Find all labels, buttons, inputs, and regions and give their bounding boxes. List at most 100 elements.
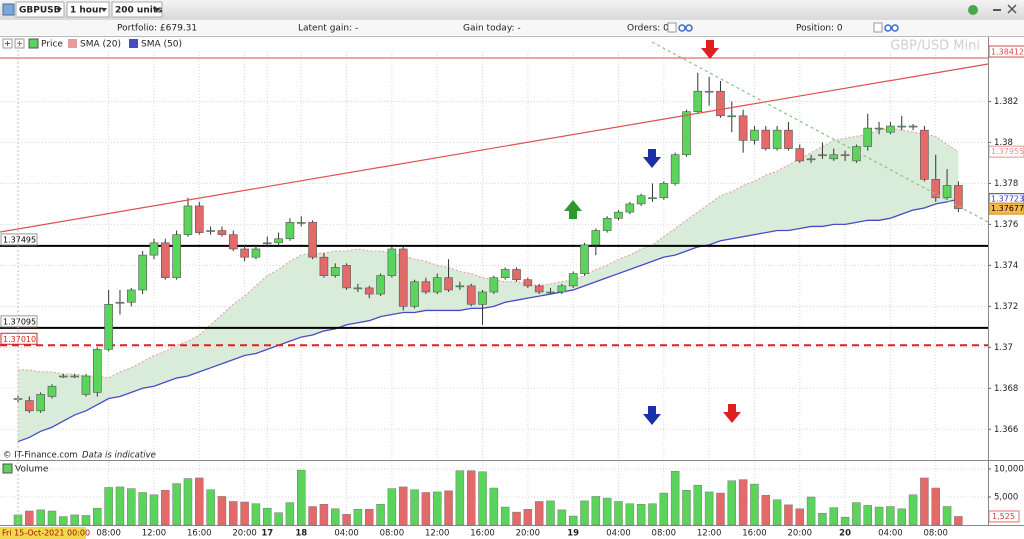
volume-bar bbox=[432, 491, 442, 526]
orders-icon[interactable] bbox=[685, 24, 693, 32]
volume-bar bbox=[81, 515, 91, 526]
legend-swatch bbox=[2, 463, 13, 474]
candle-body bbox=[206, 230, 215, 232]
volume-bar bbox=[750, 483, 759, 526]
candle-body bbox=[546, 291, 555, 294]
chart-title: GBP/USD Mini bbox=[890, 39, 980, 54]
position-icon[interactable] bbox=[891, 24, 899, 32]
candle-body bbox=[342, 265, 351, 289]
candle-body bbox=[466, 285, 476, 305]
candle-body bbox=[160, 242, 170, 278]
volume-bar bbox=[874, 506, 884, 526]
price-marker-label: 1.37677 bbox=[991, 204, 1024, 213]
position-icon[interactable] bbox=[884, 24, 892, 32]
candle-body bbox=[478, 291, 487, 305]
volume-bar bbox=[297, 469, 306, 526]
x-tick-label: 08:00 bbox=[652, 529, 677, 539]
volume-marker bbox=[988, 510, 1020, 523]
volume-bar bbox=[954, 516, 963, 526]
price-marker-label: 1.37723 bbox=[991, 195, 1024, 204]
candle-body bbox=[897, 125, 907, 128]
start-label: Fri 15-Oct-2021 00:00 bbox=[2, 529, 90, 538]
volume-bar bbox=[602, 497, 612, 526]
orders-icon[interactable] bbox=[667, 22, 677, 33]
interval: 1 hour bbox=[70, 6, 103, 16]
symbol-dropdown[interactable] bbox=[15, 1, 65, 18]
app-icon bbox=[2, 3, 15, 16]
orders-icon[interactable] bbox=[678, 24, 686, 32]
candle-body bbox=[886, 125, 895, 133]
volume-bar bbox=[251, 503, 261, 526]
volume-bar bbox=[285, 502, 295, 526]
candle-body bbox=[93, 349, 102, 393]
candle-body bbox=[795, 148, 805, 162]
volume-bar bbox=[342, 514, 351, 526]
volume-bar bbox=[761, 495, 771, 526]
x-tick-label: 04:00 bbox=[334, 529, 359, 539]
volume-bar bbox=[36, 509, 45, 526]
volume-bar bbox=[127, 488, 136, 526]
size-dropdown[interactable] bbox=[111, 1, 163, 18]
size: 200 units bbox=[115, 6, 162, 16]
refresh-button[interactable] bbox=[968, 5, 978, 15]
candle-body bbox=[682, 111, 691, 156]
volume-bar bbox=[897, 508, 906, 526]
volume-bar bbox=[614, 501, 623, 526]
volume-bar bbox=[478, 471, 487, 526]
candle-body bbox=[296, 222, 306, 224]
toolbar bbox=[0, 0, 1024, 20]
volume-bar bbox=[772, 499, 782, 526]
volume-bar bbox=[670, 470, 680, 526]
candle-body bbox=[353, 287, 363, 290]
candle-body bbox=[319, 256, 329, 276]
volume-bar bbox=[863, 505, 872, 526]
level-label-box bbox=[0, 332, 38, 345]
volume-bar bbox=[274, 512, 283, 526]
y-tick-label: 10,000 bbox=[994, 465, 1024, 475]
volume-bar bbox=[330, 508, 340, 526]
candle-body bbox=[602, 217, 612, 231]
close-button[interactable] bbox=[1007, 4, 1017, 14]
volume-bar bbox=[59, 516, 68, 526]
volume-bar bbox=[920, 477, 929, 526]
x-tick-label: 16:00 bbox=[742, 529, 767, 539]
volume-bar bbox=[387, 488, 397, 526]
x-tick-label: 20 bbox=[839, 529, 851, 539]
interval-dropdown[interactable] bbox=[66, 1, 110, 18]
dropdown-arrow bbox=[56, 8, 62, 12]
volume-bar bbox=[704, 491, 714, 526]
candle-body bbox=[557, 285, 567, 293]
candle-body bbox=[772, 129, 782, 149]
candle-body bbox=[81, 375, 91, 395]
candle-body bbox=[512, 269, 521, 281]
annotations bbox=[0, 38, 989, 525]
minimize-button[interactable] bbox=[993, 9, 1001, 11]
volume-bar bbox=[727, 480, 737, 526]
legend-swatch bbox=[28, 38, 39, 49]
volume-bar bbox=[659, 492, 669, 526]
y-tick-label: 1.376 bbox=[994, 220, 1018, 230]
position-icon[interactable] bbox=[873, 22, 883, 33]
x-tick-label: 18 bbox=[295, 529, 307, 539]
level-label: 1.37495 bbox=[3, 235, 36, 244]
buy-arrow bbox=[564, 200, 582, 219]
legend-label: Price bbox=[41, 40, 63, 50]
candle-body bbox=[410, 281, 419, 307]
level-label: 1.38412 bbox=[991, 48, 1024, 57]
volume-bar bbox=[818, 512, 827, 526]
latent-gain: Latent gain: - bbox=[298, 24, 358, 34]
y-tick-label: 1.382 bbox=[994, 97, 1018, 107]
volume-bar bbox=[568, 515, 578, 526]
x-tick-label: 20:00 bbox=[788, 529, 813, 539]
volume-bar bbox=[852, 502, 861, 526]
candle-body bbox=[240, 248, 249, 258]
y-tick-label: 1.37 bbox=[994, 343, 1013, 353]
candle-body bbox=[330, 267, 340, 276]
y-tick-label: 1.368 bbox=[994, 384, 1018, 394]
x-tick-label: 12:00 bbox=[697, 529, 722, 539]
volume-bar bbox=[829, 507, 839, 526]
candle-body bbox=[47, 385, 57, 397]
candle-body bbox=[863, 127, 873, 147]
x-tick-label: 08:00 bbox=[380, 529, 405, 539]
